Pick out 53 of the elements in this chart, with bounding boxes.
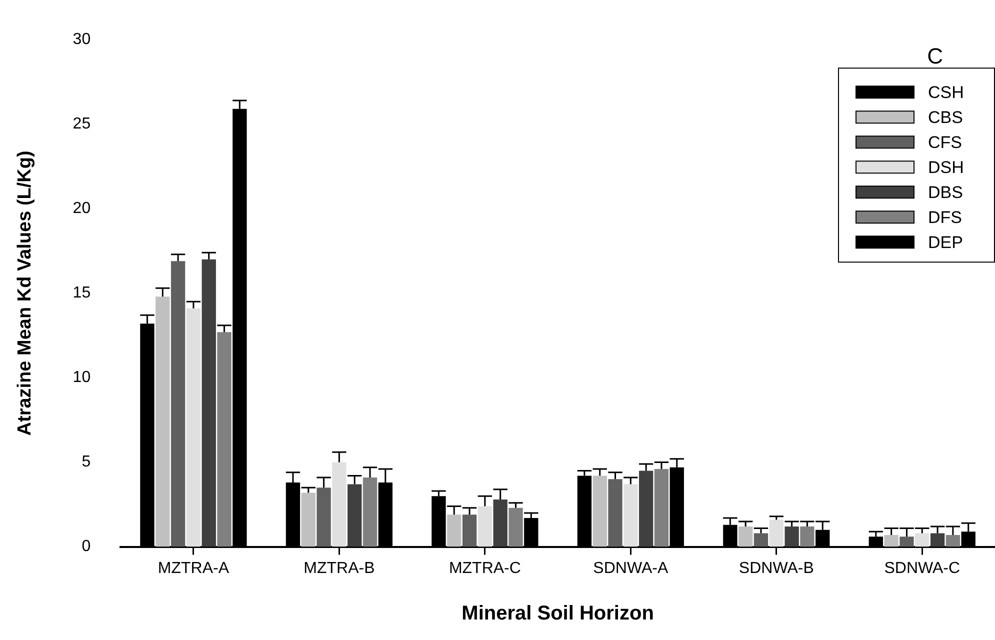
bar (202, 259, 216, 547)
bar (915, 533, 930, 547)
bar (608, 479, 622, 547)
bar (800, 526, 814, 547)
y-tick-label: 10 (72, 369, 91, 386)
x-tick-label: SDNWA-C (884, 560, 960, 577)
legend-label: DFS (928, 208, 962, 227)
bar (478, 506, 492, 547)
bar (332, 462, 346, 547)
bar (508, 508, 523, 547)
bar (738, 526, 753, 547)
bar (769, 520, 784, 547)
bar (493, 499, 508, 547)
legend-label: CBS (928, 108, 963, 127)
bar (624, 484, 638, 547)
legend-label: DBS (928, 182, 963, 202)
legend-label: CSH (928, 82, 964, 102)
y-tick-label: 30 (72, 31, 91, 48)
annotation: C (927, 44, 944, 69)
bar (316, 488, 331, 547)
bar (156, 296, 170, 547)
legend-label: CFS (928, 132, 962, 152)
y-axis-title: Atrazine Mean Kd Values (L/Kg) (14, 150, 36, 436)
bar (654, 469, 669, 547)
y-tick-label: 0 (82, 538, 91, 556)
bar (900, 536, 914, 547)
bar (884, 534, 898, 547)
y-tick-label: 15 (72, 284, 91, 302)
y-tick-label: 5 (82, 454, 91, 471)
bar (217, 332, 232, 547)
bar (170, 261, 186, 547)
bar (930, 533, 945, 547)
bar (462, 514, 477, 547)
bar (362, 477, 378, 547)
bar (638, 470, 654, 547)
bar (348, 484, 362, 547)
legend-label: DEP (928, 232, 963, 252)
bar (946, 534, 960, 547)
legend-label: DSH (928, 158, 964, 177)
y-tick-label: 20 (72, 200, 91, 218)
x-tick-label: SDNWA-A (593, 560, 668, 577)
bar (447, 514, 462, 547)
bar (301, 492, 316, 547)
bar (186, 308, 201, 547)
bar (754, 533, 768, 547)
bar (784, 526, 799, 547)
x-tick-label: MZTRA-B (304, 560, 375, 577)
y-tick-label: 25 (72, 116, 91, 133)
bar (592, 476, 607, 547)
x-axis-title: Mineral Soil Horizon (462, 602, 654, 625)
x-tick-label: MZTRA-C (448, 560, 521, 577)
x-tick-label: MZTRA-A (158, 560, 230, 577)
x-tick-label: SDNWA-B (738, 560, 814, 577)
